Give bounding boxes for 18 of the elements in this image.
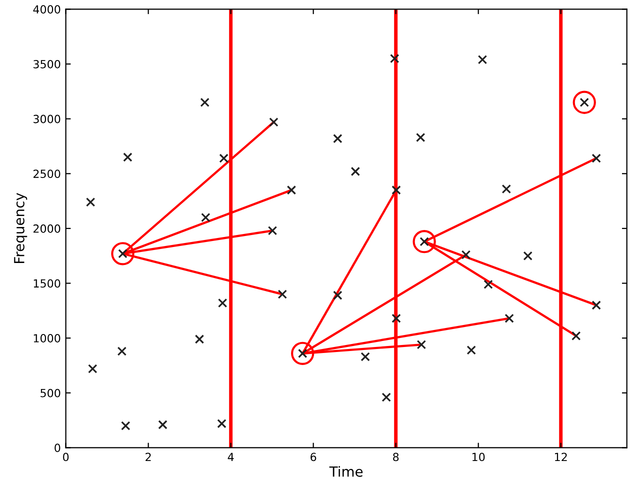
x-tick-label: 4 xyxy=(228,452,234,462)
x-tick-label: 0 xyxy=(63,452,69,462)
y-tick-label: 1500 xyxy=(34,279,60,288)
x-tick-label: 10 xyxy=(472,452,485,462)
y-axis-title: Frequency xyxy=(14,192,28,263)
y-tick-label: 2000 xyxy=(33,224,60,233)
x-tick-label: 2 xyxy=(146,452,151,462)
y-tick-label: 3500 xyxy=(34,60,60,68)
y-tick-label: 3000 xyxy=(34,114,60,124)
y-tick-label: 0 xyxy=(54,444,60,452)
y-tick-label: 2500 xyxy=(33,170,60,178)
x-axis-title: Time xyxy=(329,466,363,477)
x-tick-label: 12 xyxy=(555,452,567,462)
y-tick-label: 500 xyxy=(40,388,60,398)
x-tick-label: 8 xyxy=(393,452,399,462)
y-tick-label: 4000 xyxy=(33,5,60,14)
y-tick-label: 1000 xyxy=(34,334,60,342)
x-tick-label: 6 xyxy=(310,452,316,462)
